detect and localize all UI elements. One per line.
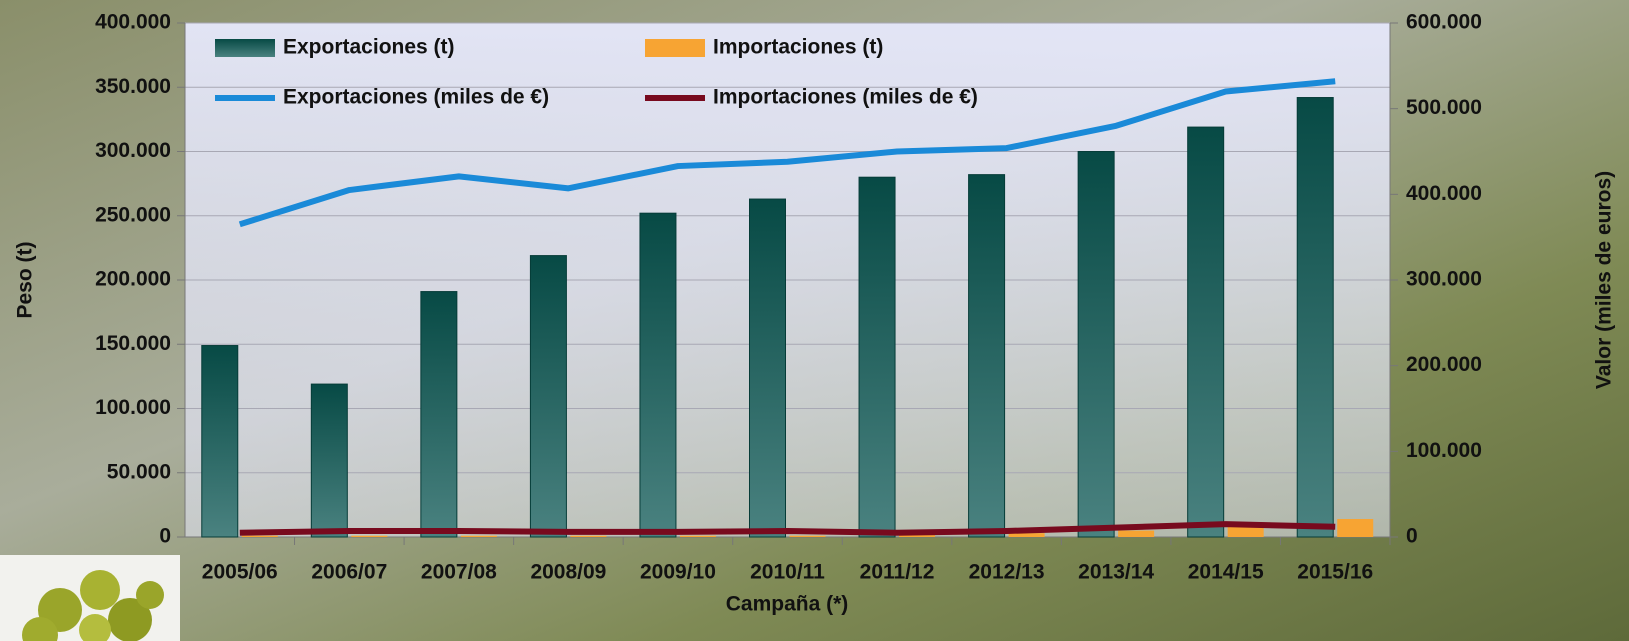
- y2-tick-label: 600.000: [1406, 11, 1482, 34]
- x-tick-label: 2009/10: [640, 561, 716, 584]
- y-tick-label: 300.000: [95, 139, 171, 162]
- bar: [899, 535, 936, 537]
- bar: [529, 255, 567, 538]
- y-tick-label: 100.000: [95, 396, 171, 419]
- y-tick-label: 200.000: [95, 268, 171, 291]
- bar: [1008, 533, 1045, 537]
- olive-picture: [0, 555, 180, 641]
- bar: [679, 535, 716, 537]
- bar: [1118, 530, 1155, 537]
- x-tick-label: 2013/14: [1078, 561, 1154, 584]
- bar: [858, 176, 896, 538]
- x-tick-label: 2005/06: [202, 561, 278, 584]
- y-tick-label: 50.000: [107, 460, 171, 483]
- bar: [1227, 525, 1264, 537]
- y2-tick-label: 100.000: [1406, 439, 1482, 462]
- bar: [201, 345, 239, 538]
- bar: [968, 174, 1006, 538]
- x-tick-label: 2011/12: [860, 561, 935, 584]
- y-tick-label: 150.000: [95, 332, 171, 355]
- x-tick-label: 2010/11: [750, 561, 825, 584]
- y-tick-label: 350.000: [95, 75, 171, 98]
- bar: [1077, 151, 1115, 538]
- bar: [310, 383, 348, 538]
- legend-label: Importaciones (miles de €): [713, 86, 978, 109]
- bar: [241, 535, 278, 537]
- bar: [420, 291, 458, 538]
- y2-axis-label: Valor (miles de euros): [1593, 171, 1616, 389]
- x-tick-label: 2006/07: [311, 561, 387, 584]
- bar: [1187, 126, 1225, 538]
- bar: [639, 212, 677, 538]
- legend-swatch: [645, 39, 705, 57]
- legend-label: Exportaciones (t): [283, 36, 455, 59]
- x-tick-label: 2008/09: [530, 561, 606, 584]
- y2-tick-label: 400.000: [1406, 182, 1482, 205]
- bar: [570, 535, 607, 537]
- x-tick-label: 2015/16: [1297, 561, 1373, 584]
- y2-tick-label: 0: [1406, 525, 1418, 548]
- y2-tick-label: 500.000: [1406, 96, 1482, 119]
- y2-tick-label: 200.000: [1406, 353, 1482, 376]
- x-tick-label: 2007/08: [421, 561, 497, 584]
- x-tick-label: 2014/15: [1188, 561, 1264, 584]
- bar: [749, 198, 786, 538]
- bar: [1337, 519, 1374, 537]
- x-tick-label: 2012/13: [969, 561, 1045, 584]
- bar: [789, 535, 826, 537]
- bar: [351, 535, 388, 537]
- x-axis-label: Campaña (*): [726, 593, 849, 616]
- y-tick-label: 400.000: [95, 11, 171, 34]
- bar: [1296, 97, 1334, 538]
- y2-tick-label: 300.000: [1406, 268, 1482, 291]
- y-axis-label: Peso (t): [14, 241, 37, 318]
- legend-swatch: [215, 39, 275, 57]
- y-tick-label: 250.000: [95, 203, 171, 226]
- legend-label: Exportaciones (miles de €): [283, 86, 549, 109]
- y-tick-label: 0: [159, 525, 171, 548]
- bar: [460, 535, 497, 537]
- legend-label: Importaciones (t): [713, 36, 883, 59]
- line: [238, 78, 1336, 228]
- line: [239, 521, 1336, 536]
